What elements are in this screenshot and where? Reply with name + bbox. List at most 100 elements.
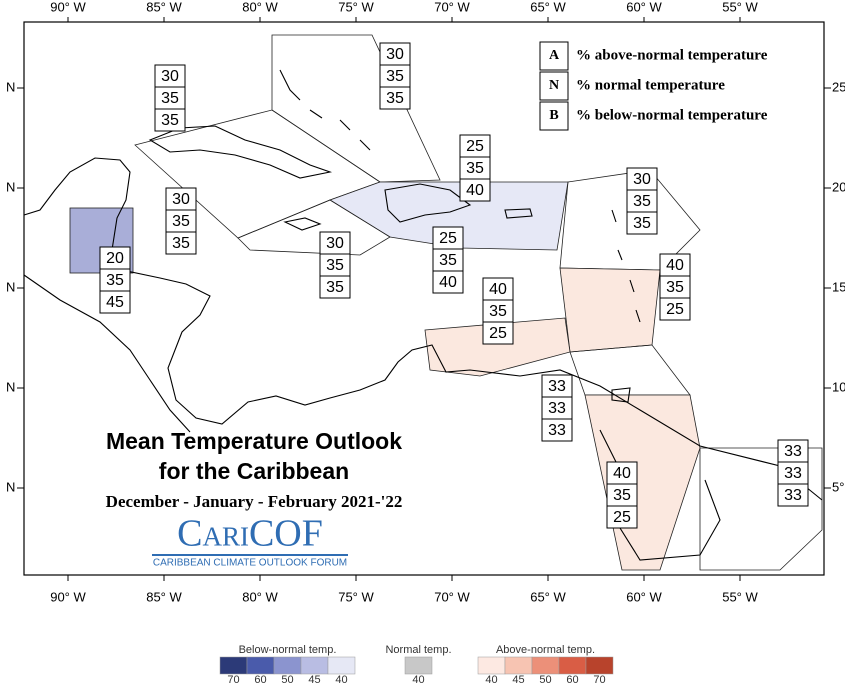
zone-bahamas <box>271 34 441 183</box>
jamaica <box>283 217 322 231</box>
title-line: Mean Temperature Outlook <box>106 428 402 454</box>
logo-tagline: CARIBBEAN CLIMATE OUTLOOK FORUM <box>153 558 347 569</box>
probability-value: 35 <box>326 279 344 296</box>
legend-title: Below-normal temp. <box>239 644 337 656</box>
probability-value: 40 <box>666 257 684 274</box>
longitude-label: 60° W <box>626 589 662 604</box>
probability-value: 33 <box>784 487 802 504</box>
probability-cell <box>432 270 464 294</box>
zone-jamaica <box>237 199 391 256</box>
probability-cell <box>459 178 491 202</box>
probability-value: 35 <box>326 257 344 274</box>
legend-tick: 60 <box>254 674 266 684</box>
probability-value: 35 <box>439 252 457 269</box>
probability-value: 40 <box>489 281 507 298</box>
longitude-label: 75° W <box>338 0 374 14</box>
legend-swatch <box>504 656 533 675</box>
probability-value: 35 <box>172 213 190 230</box>
legend-tick: 45 <box>308 674 320 684</box>
probability-value: 30 <box>633 171 651 188</box>
probability-value: 33 <box>548 378 566 395</box>
legend-swatch <box>246 656 275 675</box>
probability-value: 33 <box>548 422 566 439</box>
key-box <box>539 41 569 71</box>
puerto-rico <box>504 208 533 219</box>
probability-cell <box>541 418 573 442</box>
probability-value: 25 <box>666 301 684 318</box>
legend-swatch <box>404 656 433 675</box>
probability-value: 25 <box>439 230 457 247</box>
probability-value: 35 <box>489 303 507 320</box>
probability-cell <box>659 297 691 321</box>
legend-swatch <box>219 656 248 675</box>
legend-tick: 40 <box>412 674 424 684</box>
legend-swatch <box>273 656 302 675</box>
legend-swatch <box>558 656 587 675</box>
legend-tick: 50 <box>539 674 551 684</box>
longitude-label: 90° W <box>50 589 86 604</box>
probability-value: 35 <box>386 90 404 107</box>
probability-value: 25 <box>466 138 484 155</box>
probability-value: 35 <box>613 487 631 504</box>
legend-tick: 50 <box>281 674 293 684</box>
latitude-label: 15 <box>832 279 845 294</box>
key-text: % above-normal temperature <box>576 47 768 63</box>
longitude-label: 90° W <box>50 0 86 14</box>
probability-value: 35 <box>161 90 179 107</box>
probability-cell <box>165 231 197 255</box>
latitude-label: N <box>6 379 15 394</box>
probability-value: 33 <box>784 443 802 460</box>
probability-value: 20 <box>106 250 124 267</box>
probability-value: 30 <box>326 235 344 252</box>
hispaniola <box>384 183 472 223</box>
title-line: for the Caribbean <box>159 458 349 484</box>
legend-title: Normal temp. <box>385 644 451 656</box>
probability-value: 30 <box>172 191 190 208</box>
longitude-label: 80° W <box>242 589 278 604</box>
probability-value: 45 <box>106 294 124 311</box>
legend-tick: 40 <box>335 674 347 684</box>
probability-value: 40 <box>613 465 631 482</box>
legend-swatch <box>327 656 356 675</box>
probability-cell <box>379 86 411 110</box>
legend-swatch <box>300 656 329 675</box>
bahamas <box>279 69 371 151</box>
longitude-label: 75° W <box>338 589 374 604</box>
legend-tick: 45 <box>512 674 524 684</box>
probability-value: 25 <box>489 325 507 342</box>
probability-value: 35 <box>106 272 124 289</box>
longitude-label: 70° W <box>434 0 470 14</box>
longitude-label: 85° W <box>146 589 182 604</box>
probability-cell <box>626 211 658 235</box>
longitude-label: 55° W <box>722 589 758 604</box>
probability-value: 33 <box>784 465 802 482</box>
probability-cell <box>606 505 638 529</box>
latitude-label: N <box>6 279 15 294</box>
key-letter: N <box>549 78 559 93</box>
probability-cell <box>482 321 514 345</box>
logo-name: CariCOF <box>177 513 323 555</box>
latitude-label: N <box>6 179 15 194</box>
key-letter: A <box>549 48 560 63</box>
probability-value: 35 <box>161 112 179 129</box>
probability-value: 35 <box>386 68 404 85</box>
legend-swatch <box>585 656 614 675</box>
probability-value: 33 <box>548 400 566 417</box>
probability-value: 35 <box>172 235 190 252</box>
legend-tick: 60 <box>566 674 578 684</box>
zone-abc <box>424 317 571 377</box>
probability-value: 25 <box>613 509 631 526</box>
longitude-label: 65° W <box>530 0 566 14</box>
longitude-label: 70° W <box>434 589 470 604</box>
legend-tick: 70 <box>227 674 239 684</box>
longitude-label: 55° W <box>722 0 758 14</box>
key-letter: B <box>549 108 558 123</box>
latitude-label: N <box>6 479 15 494</box>
legend-tick: 70 <box>593 674 605 684</box>
pacific-coast <box>23 274 191 433</box>
latitude-label: 10 <box>832 379 845 394</box>
latitude-label: N <box>6 79 15 94</box>
latitude-label: 25 <box>832 79 845 94</box>
